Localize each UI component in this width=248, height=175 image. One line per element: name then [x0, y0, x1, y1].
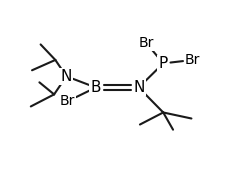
Text: Br: Br: [60, 94, 75, 108]
Text: Br: Br: [185, 53, 200, 67]
Text: P: P: [159, 56, 168, 71]
Text: Br: Br: [138, 36, 154, 50]
Text: B: B: [91, 80, 101, 95]
Text: N: N: [133, 80, 144, 95]
Text: N: N: [61, 69, 72, 84]
